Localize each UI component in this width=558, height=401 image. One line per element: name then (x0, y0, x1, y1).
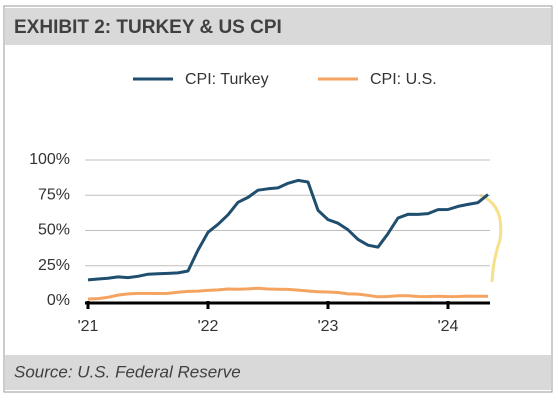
x-tick-label: '23 (318, 318, 339, 335)
source-note: Source: U.S. Federal Reserve (14, 362, 241, 381)
y-tick-label: 25% (38, 257, 70, 274)
y-tick-label: 100% (29, 151, 70, 168)
x-tick-label: '22 (198, 318, 219, 335)
y-tick-label: 75% (38, 186, 70, 203)
x-tick-label: '24 (438, 318, 459, 335)
line-series (87, 178, 489, 282)
header-bar (5, 8, 551, 45)
footer-bar (5, 355, 551, 390)
line-series (87, 286, 489, 301)
annotation-curve (479, 193, 503, 283)
frame (3, 5, 553, 393)
legend-label: CPI: Turkey (185, 71, 269, 88)
y-tick-label: 50% (38, 222, 70, 239)
y-tick-label: 0% (47, 292, 70, 309)
chart-title: EXHIBIT 2: TURKEY & US CPI (14, 17, 282, 38)
x-tick-label: '21 (78, 318, 99, 335)
legend-label: CPI: U.S. (370, 71, 437, 88)
